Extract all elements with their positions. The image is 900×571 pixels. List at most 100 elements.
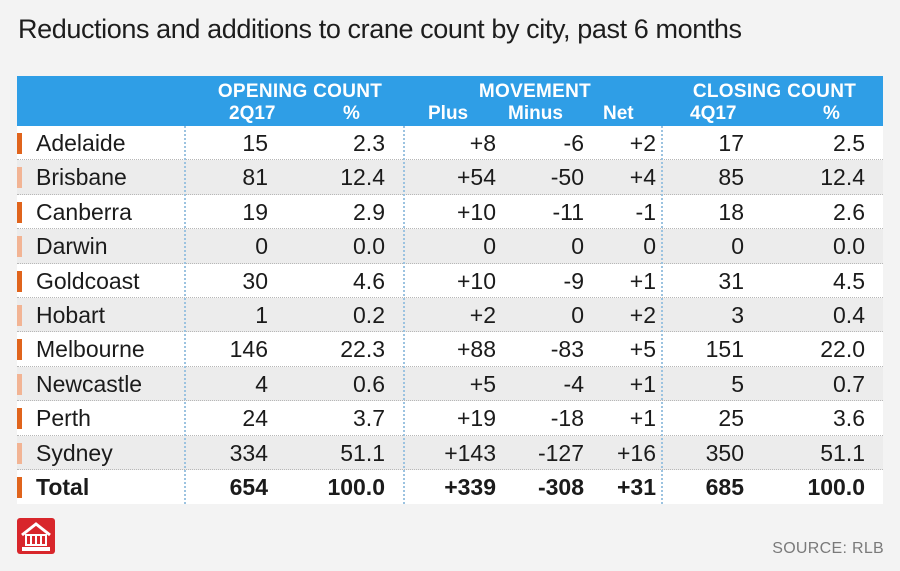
row-accent-bar xyxy=(17,201,22,223)
table-row: Sydney 334 51.1 +143 -127 +16 350 51.1 xyxy=(17,435,883,470)
header-net: Net xyxy=(603,103,634,124)
closing-count-cell: 350 xyxy=(705,439,744,466)
table-row: Adelaide 15 2.3 +8 -6 +2 17 2.5 xyxy=(17,126,883,161)
minus-cell: -11 xyxy=(552,198,584,225)
row-accent-bar xyxy=(17,304,22,326)
plus-cell: +143 xyxy=(444,439,496,466)
opening-pct-cell: 100.0 xyxy=(327,473,385,500)
header-open-pct: % xyxy=(343,103,360,124)
city-name: Brisbane xyxy=(36,164,127,191)
opening-count-cell: 654 xyxy=(229,473,268,500)
table-body: Adelaide 15 2.3 +8 -6 +2 17 2.5 Brisbane 81 12.4 +5… xyxy=(17,126,883,505)
city-name: Darwin xyxy=(36,233,108,260)
closing-count-cell: 17 xyxy=(718,130,744,156)
closing-pct-cell: 2.6 xyxy=(833,198,865,225)
net-cell: +5 xyxy=(629,336,656,363)
net-cell: +4 xyxy=(629,164,656,191)
opening-pct-cell: 12.4 xyxy=(340,164,385,191)
opening-pct-cell: 2.9 xyxy=(353,198,385,225)
city-name: Total xyxy=(36,473,90,500)
plus-cell: 0 xyxy=(483,233,496,260)
minus-cell: 0 xyxy=(571,301,584,328)
closing-count-cell: 3 xyxy=(731,301,744,328)
opening-count-cell: 19 xyxy=(242,198,268,225)
row-accent-bar xyxy=(17,236,22,258)
plus-cell: +10 xyxy=(456,267,496,294)
closing-count-cell: 31 xyxy=(718,267,744,294)
closing-pct-cell: 0.4 xyxy=(833,301,865,328)
plus-cell: +10 xyxy=(456,198,496,225)
net-cell: +1 xyxy=(629,267,656,294)
closing-count-cell: 85 xyxy=(718,164,744,191)
opening-count-cell: 24 xyxy=(242,405,268,432)
closing-pct-cell: 3.6 xyxy=(833,405,865,432)
row-accent-bar xyxy=(17,408,22,430)
opening-count-cell: 15 xyxy=(242,130,268,156)
header-2q17: 2Q17 xyxy=(229,103,276,124)
plus-cell: +8 xyxy=(469,130,496,156)
opening-count-cell: 334 xyxy=(229,439,268,466)
net-cell: 0 xyxy=(643,233,656,260)
chart-title: Reductions and additions to crane count … xyxy=(18,14,742,44)
minus-cell: -308 xyxy=(537,473,584,500)
closing-count-cell: 685 xyxy=(705,473,744,500)
opening-pct-cell: 51.1 xyxy=(340,439,385,466)
source-note: SOURCE: RLB xyxy=(772,540,884,557)
row-accent-bar xyxy=(17,476,22,498)
header-minus: Minus xyxy=(508,103,563,124)
opening-pct-cell: 0.0 xyxy=(353,233,385,260)
closing-count-cell: 25 xyxy=(718,405,744,432)
table-row: Melbourne 146 22.3 +88 -83 +5 151 22.0 xyxy=(17,332,883,367)
plus-cell: +88 xyxy=(456,336,496,363)
opening-count-cell: 4 xyxy=(255,370,268,397)
table-row: Hobart 1 0.2 +2 0 +2 3 0.4 xyxy=(17,297,883,333)
row-accent-bar xyxy=(17,373,22,395)
minus-cell: -83 xyxy=(550,336,584,363)
city-name: Melbourne xyxy=(36,336,145,363)
city-name: Perth xyxy=(36,405,91,432)
table-row: Perth 24 3.7 +19 -18 +1 25 3.6 xyxy=(17,401,883,436)
header-plus: Plus xyxy=(428,103,469,124)
closing-pct-cell: 0.7 xyxy=(833,370,865,397)
opening-pct-cell: 2.3 xyxy=(353,130,385,156)
opening-pct-cell: 4.6 xyxy=(353,267,385,294)
row-accent-bar xyxy=(17,167,22,189)
plus-cell: +339 xyxy=(444,473,496,500)
row-accent-bar xyxy=(17,133,22,154)
header-opening-count: OPENING COUNT xyxy=(217,81,383,102)
header-closing-count: CLOSING COUNT xyxy=(692,81,857,102)
minus-cell: -9 xyxy=(563,267,584,294)
opening-pct-cell: 0.6 xyxy=(353,370,385,397)
table-header: OPENING COUNT 2Q17 % MOVEMENT Plus Minus… xyxy=(17,76,883,126)
net-cell: +1 xyxy=(629,405,656,432)
header-close-pct: % xyxy=(823,103,840,124)
closing-pct-cell: 4.5 xyxy=(833,267,865,294)
minus-cell: -18 xyxy=(550,405,584,432)
column-divider xyxy=(184,126,186,505)
header-4q17: 4Q17 xyxy=(690,103,737,124)
closing-pct-cell: 12.4 xyxy=(820,164,865,191)
opening-count-cell: 30 xyxy=(242,267,268,294)
city-name: Sydney xyxy=(36,439,113,466)
minus-cell: 0 xyxy=(571,233,584,260)
opening-pct-cell: 3.7 xyxy=(353,405,385,432)
city-name: Newcastle xyxy=(36,370,143,397)
city-name: Adelaide xyxy=(36,130,126,156)
total-row: Total 654 100.0 +339 -308 +31 685 100.0 xyxy=(17,469,883,505)
table-row: Newcastle 4 0.6 +5 -4 +1 5 0.7 xyxy=(17,366,883,402)
closing-pct-cell: 2.5 xyxy=(833,130,865,156)
closing-count-cell: 5 xyxy=(731,370,744,397)
plus-cell: +2 xyxy=(469,301,496,328)
opening-count-cell: 1 xyxy=(255,301,268,328)
closing-count-cell: 18 xyxy=(718,198,744,225)
net-cell: +2 xyxy=(629,130,656,156)
closing-count-cell: 151 xyxy=(705,336,744,363)
table-row: Darwin 0 0.0 0 0 0 0 0.0 xyxy=(17,229,883,264)
row-accent-bar xyxy=(17,339,22,361)
minus-cell: -127 xyxy=(537,439,584,466)
plus-cell: +19 xyxy=(456,405,496,432)
net-cell: +2 xyxy=(629,301,656,328)
net-cell: +31 xyxy=(616,473,656,500)
opening-count-cell: 146 xyxy=(229,336,268,363)
closing-count-cell: 0 xyxy=(731,233,744,260)
